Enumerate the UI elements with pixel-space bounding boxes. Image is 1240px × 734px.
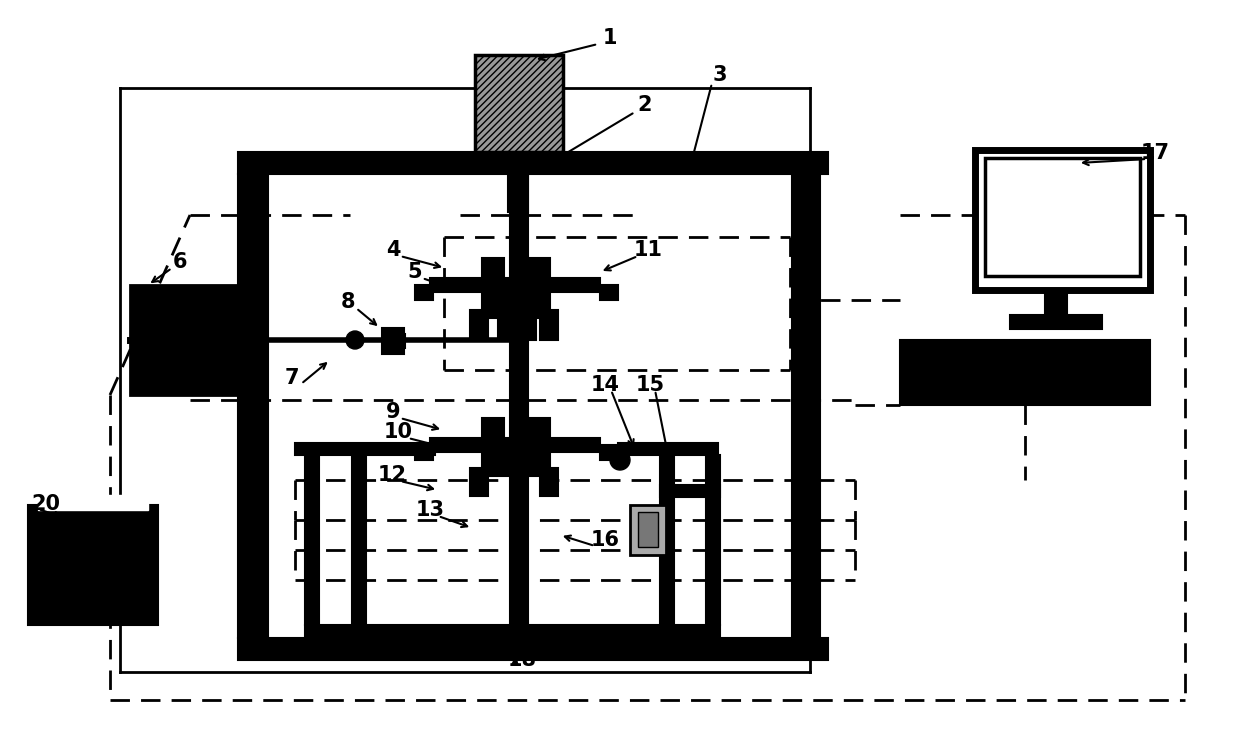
Bar xyxy=(630,505,666,555)
Text: 10: 10 xyxy=(383,422,413,442)
Text: 9: 9 xyxy=(386,402,401,422)
Circle shape xyxy=(346,331,365,349)
Bar xyxy=(1011,315,1102,329)
Bar xyxy=(528,418,551,473)
Text: 6: 6 xyxy=(172,252,187,272)
Text: 12: 12 xyxy=(377,465,407,485)
Bar xyxy=(305,455,319,625)
Bar xyxy=(528,258,551,313)
Bar xyxy=(600,445,618,460)
Bar xyxy=(706,455,720,625)
Bar xyxy=(539,310,558,340)
Text: 20: 20 xyxy=(31,494,61,514)
Bar xyxy=(238,152,828,174)
Text: 4: 4 xyxy=(386,240,401,260)
Bar xyxy=(498,318,536,340)
Text: 3: 3 xyxy=(713,65,727,85)
Text: 8: 8 xyxy=(341,292,355,312)
Bar xyxy=(510,174,528,638)
Bar xyxy=(382,328,404,354)
Text: 14: 14 xyxy=(590,375,620,395)
Text: 7: 7 xyxy=(285,368,299,388)
Bar xyxy=(38,495,148,510)
Bar xyxy=(792,174,820,638)
Bar xyxy=(639,512,658,547)
Bar xyxy=(430,438,600,452)
Bar xyxy=(600,285,618,300)
Bar xyxy=(660,455,675,625)
Bar xyxy=(470,310,489,340)
Bar xyxy=(508,152,528,212)
Bar xyxy=(618,443,718,455)
Text: 19: 19 xyxy=(671,635,699,655)
Bar xyxy=(393,334,405,348)
Text: 17: 17 xyxy=(1141,143,1169,163)
Bar xyxy=(430,278,600,292)
Bar xyxy=(415,285,433,300)
Bar xyxy=(985,158,1140,276)
Bar xyxy=(482,258,503,313)
Bar xyxy=(295,443,435,455)
Text: 18: 18 xyxy=(507,650,537,670)
Text: 15: 15 xyxy=(635,375,665,395)
Text: 11: 11 xyxy=(634,240,662,260)
Bar xyxy=(352,455,366,625)
Text: 13: 13 xyxy=(415,500,444,520)
Bar xyxy=(482,418,503,473)
Bar xyxy=(238,638,828,660)
Bar xyxy=(900,340,1149,405)
Bar xyxy=(415,445,433,460)
Text: 1: 1 xyxy=(603,28,618,48)
Text: 5: 5 xyxy=(408,262,423,282)
Bar xyxy=(470,468,489,496)
Bar xyxy=(29,505,157,625)
Bar xyxy=(305,625,720,639)
Text: 16: 16 xyxy=(590,530,620,550)
Bar xyxy=(490,448,539,476)
Circle shape xyxy=(610,450,630,470)
Bar xyxy=(1045,290,1066,315)
Bar xyxy=(539,468,558,496)
Bar xyxy=(130,285,248,395)
Bar xyxy=(238,174,268,638)
Text: 2: 2 xyxy=(637,95,652,115)
Bar xyxy=(975,150,1149,290)
Bar xyxy=(660,485,720,497)
Bar xyxy=(475,55,563,152)
Bar xyxy=(490,290,539,318)
